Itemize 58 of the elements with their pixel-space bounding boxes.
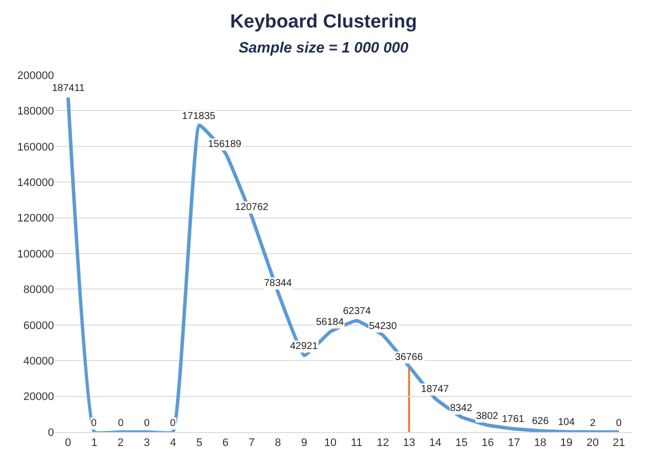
x-tick-label: 10 <box>324 437 337 450</box>
y-tick-label: 180000 <box>17 106 54 118</box>
data-label: 62374 <box>343 306 372 317</box>
y-tick-label: 80000 <box>23 284 54 296</box>
y-tick-label: 200000 <box>17 70 54 82</box>
data-label: 156189 <box>208 139 242 150</box>
x-tick-label: 9 <box>301 437 308 450</box>
y-tick-label: 100000 <box>17 248 54 260</box>
data-label: 0 <box>118 418 124 429</box>
x-tick-label: 3 <box>144 437 150 450</box>
x-tick-label: 18 <box>534 437 546 450</box>
x-tick-label: 21 <box>612 437 626 450</box>
data-label: 120762 <box>235 202 269 213</box>
x-tick-label: 7 <box>248 437 255 450</box>
data-label: 0 <box>170 418 176 429</box>
chart-subtitle: Sample size = 1 000 000 <box>238 39 410 56</box>
chart-title: Keyboard Clustering <box>230 12 417 33</box>
y-tick-label: 40000 <box>23 355 54 368</box>
y-tick-label: 20000 <box>23 391 54 404</box>
x-tick-label: 0 <box>65 437 72 450</box>
data-label: 171835 <box>182 111 216 122</box>
data-label: 104 <box>558 417 576 428</box>
x-tick-label: 16 <box>482 437 494 450</box>
data-label: 56184 <box>316 317 344 328</box>
x-tick-label: 4 <box>170 437 176 450</box>
y-tick-label: 160000 <box>17 141 54 154</box>
y-tick-label: 120000 <box>17 212 54 225</box>
data-label: 18747 <box>421 384 450 395</box>
x-tick-label: 19 <box>560 437 573 450</box>
y-tick-label: 0 <box>48 426 54 439</box>
x-tick-label: 5 <box>196 437 202 450</box>
data-label: 54230 <box>369 321 398 332</box>
x-tick-label: 13 <box>402 437 416 450</box>
x-tick-label: 15 <box>455 437 468 450</box>
y-tick-label: 60000 <box>23 320 54 332</box>
data-label: 2 <box>590 418 596 429</box>
y-tick-label: 140000 <box>17 176 54 189</box>
x-tick-label: 17 <box>508 437 520 450</box>
x-tick-label: 11 <box>350 437 362 450</box>
x-tick-label: 1 <box>91 437 98 450</box>
x-tick-label: 2 <box>118 437 124 450</box>
data-label: 3802 <box>476 411 499 422</box>
x-tick-label: 20 <box>586 437 599 450</box>
data-label: 0 <box>616 418 622 429</box>
data-label: 8342 <box>450 403 473 414</box>
data-label: 0 <box>91 418 97 429</box>
data-label: 36766 <box>395 352 424 363</box>
data-label: 78344 <box>264 278 292 289</box>
x-tick-label: 6 <box>222 437 229 450</box>
data-label: 0 <box>144 418 150 429</box>
data-label: 1761 <box>502 414 525 425</box>
x-tick-label: 14 <box>429 437 442 450</box>
x-tick-label: 12 <box>376 437 389 450</box>
data-label: 187411 <box>52 83 86 94</box>
line-series <box>66 96 621 432</box>
data-label: 42921 <box>290 341 318 352</box>
x-tick-label: 8 <box>274 437 281 450</box>
data-label: 626 <box>532 416 550 427</box>
